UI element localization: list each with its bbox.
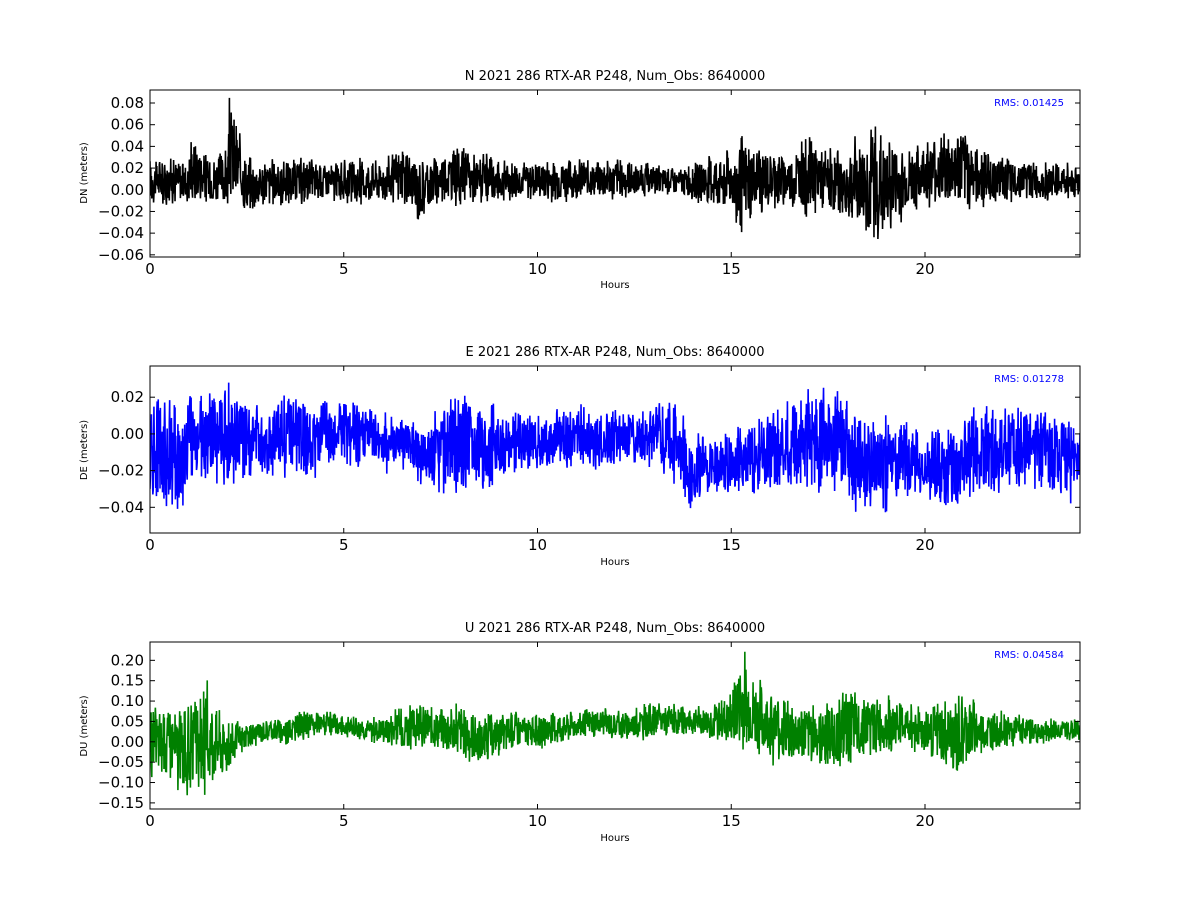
panel-n-ytick-label: 0.06 (111, 116, 144, 134)
panel-e-ytick-label: −0.04 (98, 498, 144, 516)
panel-u-ytick-label: −0.10 (98, 774, 144, 792)
panel-u-ytick-label: 0.15 (111, 672, 144, 690)
panel-n-xtick-label: 15 (722, 260, 741, 278)
panel-u-ytick-label: −0.15 (98, 794, 144, 812)
panel-u-ytick-label: 0.20 (111, 651, 144, 669)
panel-n-ytick-label: 0.02 (111, 159, 144, 177)
panel-e-ytick-label: 0.00 (111, 425, 144, 443)
panel-u: U 2021 286 RTX-AR P248, Num_Obs: 8640000… (79, 621, 1081, 844)
panel-u-ytick-label: −0.05 (98, 753, 144, 771)
panel-e-xtick-label: 5 (339, 536, 349, 554)
panel-u-ytick-label: 0.05 (111, 712, 144, 730)
panel-u-frame (149, 641, 1081, 810)
panel-e-plot: 0 5 10 15 20 −0.04 −0.02 0.00 0.02 (98, 366, 1080, 554)
panel-u-title: U 2021 286 RTX-AR P248, Num_Obs: 8640000 (465, 621, 765, 636)
panel-e-series-line (150, 382, 1080, 513)
panel-e-rms-annotation: RMS: 0.01278 (994, 374, 1064, 385)
panel-n-ytick-label: 0.04 (111, 137, 144, 155)
panel-e-ytick-label: 0.02 (111, 388, 144, 406)
panel-e-title: E 2021 286 RTX-AR P248, Num_Obs: 8640000 (466, 345, 765, 360)
panel-u-plot: 0 5 10 15 20 −0.15 −0.10 −0.05 0.00 0.05 0.10 0.15 0… (98, 642, 1080, 830)
panel-u-ylabel: DU (meters) (79, 695, 90, 756)
panel-e-xlabel: Hours (600, 557, 629, 568)
panel-e-xtick-label: 10 (528, 536, 547, 554)
panel-n-ytick-label: 0.00 (111, 181, 144, 199)
panel-e: E 2021 286 RTX-AR P248, Num_Obs: 8640000… (79, 345, 1081, 568)
panel-n-series-line (150, 97, 1080, 239)
panel-e-ylabel: DE (meters) (79, 420, 90, 480)
panel-n-xtick-label: 10 (528, 260, 547, 278)
panel-e-xtick-label: 15 (722, 536, 741, 554)
panel-u-ytick-label: 0.10 (111, 692, 144, 710)
panel-n-rms-annotation: RMS: 0.01425 (994, 98, 1064, 109)
panel-u-ytick-label: 0.00 (111, 733, 144, 751)
panel-n-xtick-label: 0 (145, 260, 155, 278)
panel-n-ylabel: DN (meters) (79, 142, 90, 204)
panel-u-xtick-label: 20 (915, 812, 934, 830)
panel-n-ytick-label: 0.08 (111, 94, 144, 112)
panel-n-xtick-label: 20 (915, 260, 934, 278)
panel-e-frame (149, 365, 1081, 534)
panel-u-xtick-label: 5 (339, 812, 349, 830)
panel-e-xtick-label: 0 (145, 536, 155, 554)
panel-n-plot: 0 5 10 15 20 −0.06 −0.04 −0.02 0.00 0.02 0.04 0.06 0… (98, 90, 1080, 278)
panel-u-xtick-label: 10 (528, 812, 547, 830)
panel-n: N 2021 286 RTX-AR P248, Num_Obs: 8640000… (79, 69, 1081, 291)
panel-u-xtick-label: 0 (145, 812, 155, 830)
panel-e-ytick-label: −0.02 (98, 462, 144, 480)
panel-u-xtick-label: 15 (722, 812, 741, 830)
panel-n-frame (149, 89, 1081, 258)
panel-n-ytick-label: −0.04 (98, 224, 144, 242)
panel-e-xtick-label: 20 (915, 536, 934, 554)
panel-n-title: N 2021 286 RTX-AR P248, Num_Obs: 8640000 (465, 69, 765, 84)
panel-u-rms-annotation: RMS: 0.04584 (994, 650, 1064, 661)
panel-u-xlabel: Hours (600, 833, 629, 844)
panel-n-ytick-label: −0.02 (98, 202, 144, 220)
panel-n-ytick-label: −0.06 (98, 246, 144, 264)
panel-n-xtick-label: 5 (339, 260, 349, 278)
panel-u-series-line (150, 651, 1080, 796)
panel-n-xlabel: Hours (600, 280, 629, 291)
